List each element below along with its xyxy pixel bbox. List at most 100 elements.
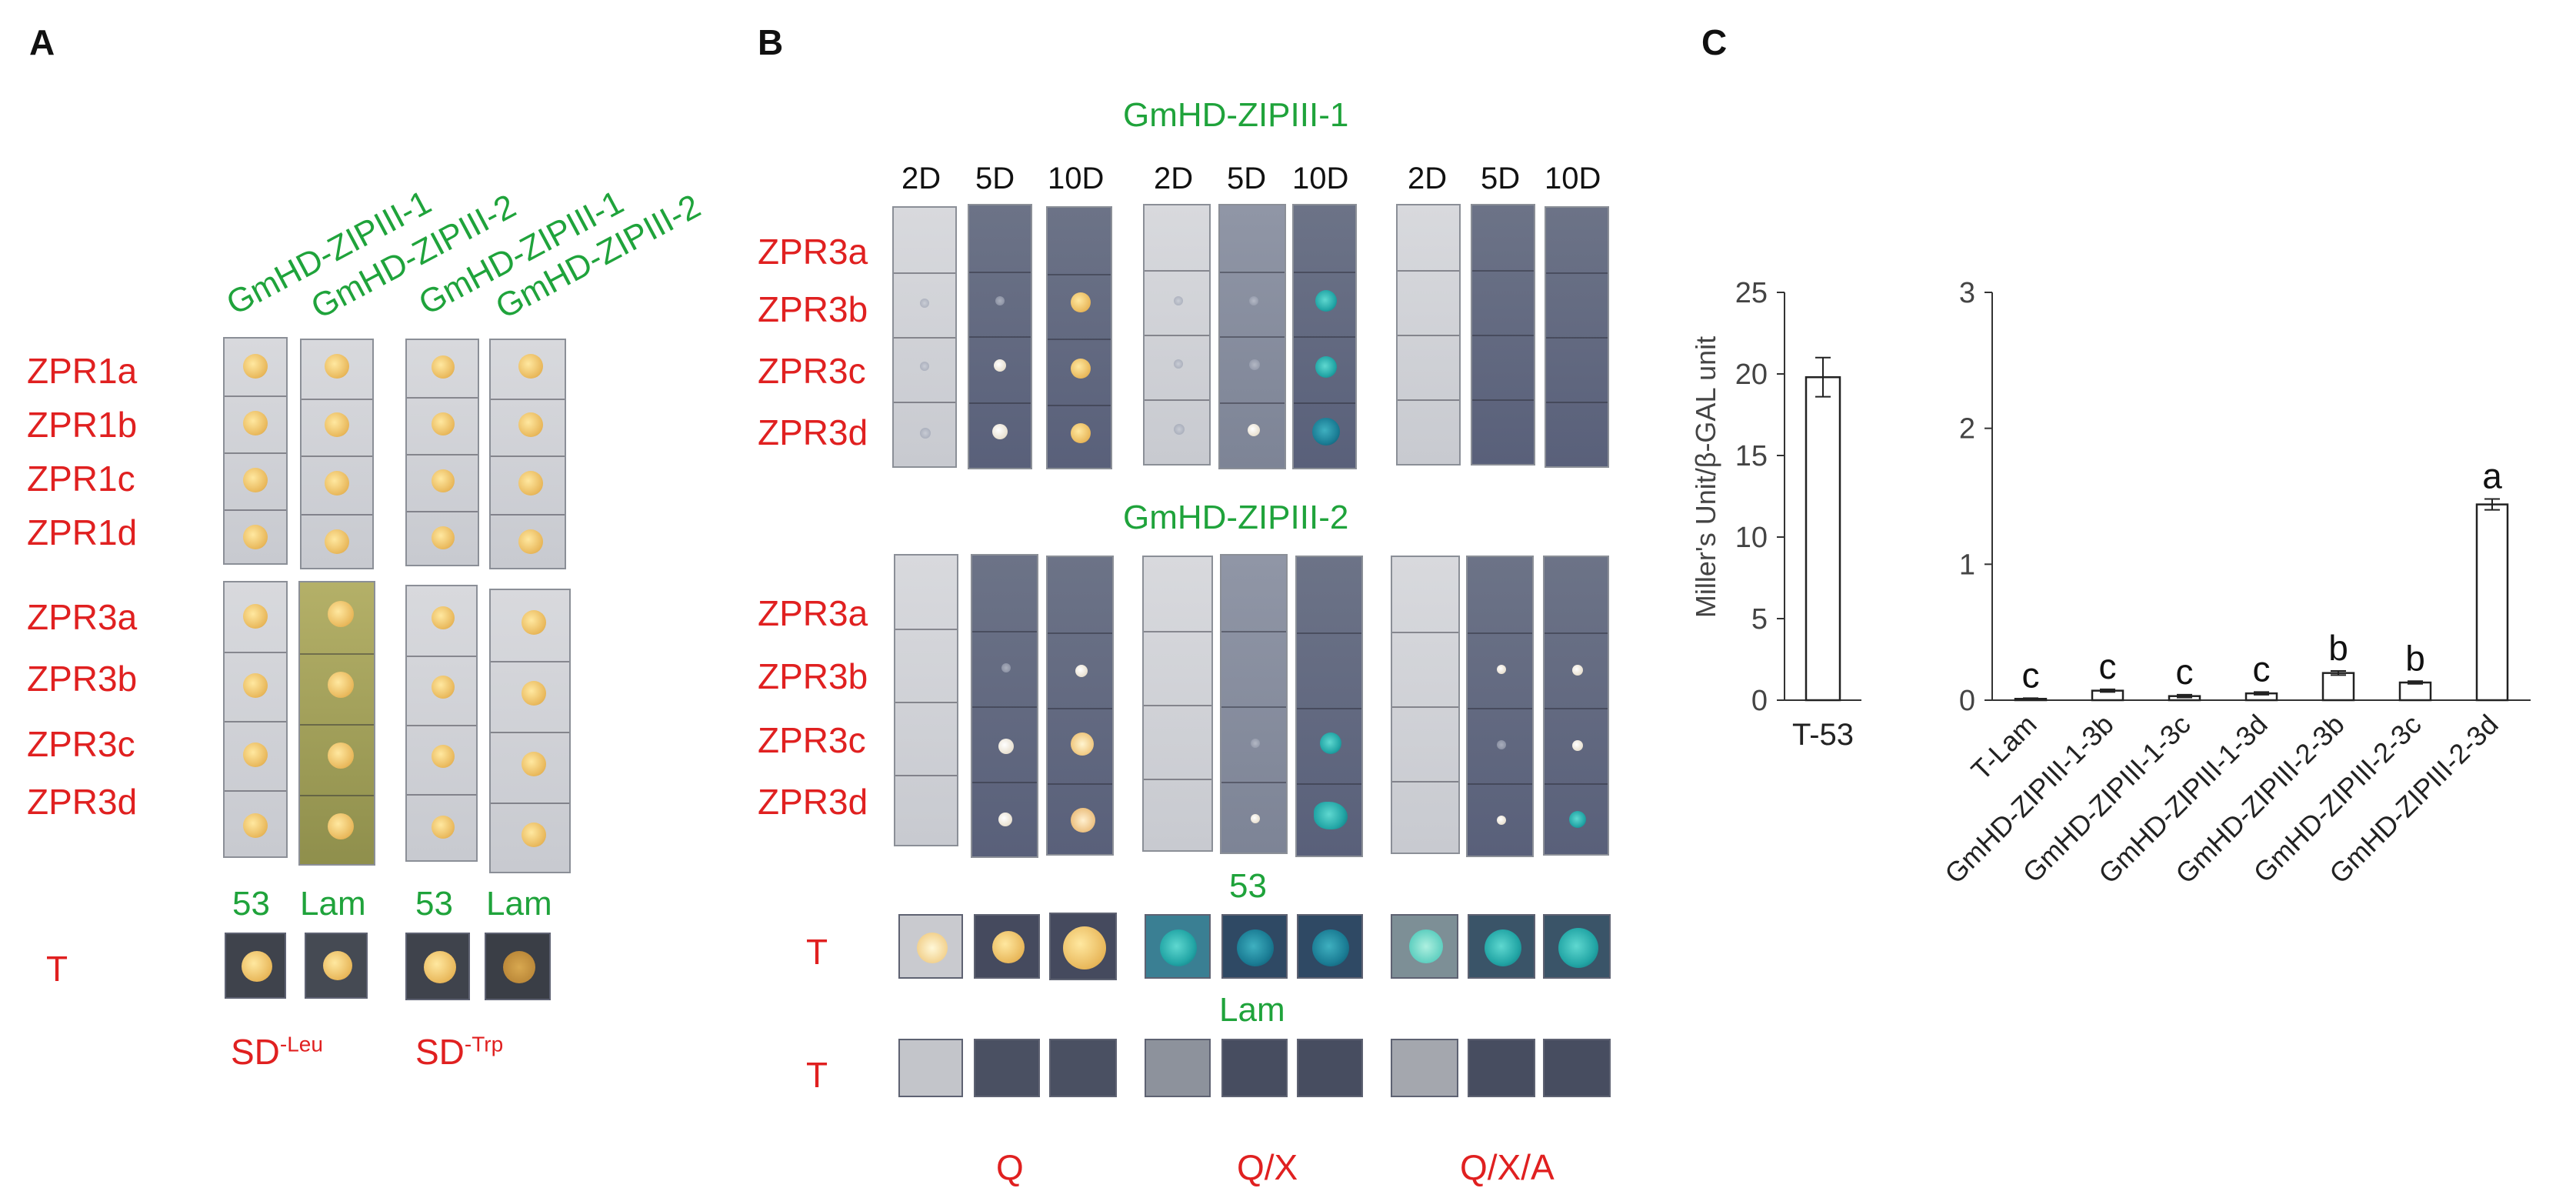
plate-strip xyxy=(405,585,478,862)
y-tick-label: 0 xyxy=(1959,685,1975,717)
control-square xyxy=(974,914,1040,979)
control-square xyxy=(1221,1039,1288,1097)
control-square xyxy=(1145,914,1211,979)
plate-strip xyxy=(1295,556,1363,857)
day-label: 2D xyxy=(1154,162,1194,195)
plate-strip xyxy=(1218,204,1286,469)
chart-t53: 0 5 10 15 20 25 T-53 xyxy=(1735,277,1861,752)
control-square xyxy=(898,1039,963,1097)
plate-strip xyxy=(1466,556,1534,857)
medium-sd-trp: SD-Trp xyxy=(415,1032,504,1072)
control-square xyxy=(1468,1039,1535,1097)
plate-strip xyxy=(1046,206,1112,469)
b-control-lam: Lam xyxy=(1219,991,1285,1029)
b-row-zpr3a: ZPR3a xyxy=(758,593,868,633)
y-tick-label: 10 xyxy=(1735,522,1768,554)
control-label-lam: Lam xyxy=(300,885,366,923)
row-label-zpr3d: ZPR3d xyxy=(27,782,138,822)
day-label: 5D xyxy=(975,162,1015,195)
day-label: 10D xyxy=(1292,162,1349,195)
plate-strip xyxy=(1396,204,1461,466)
control-square xyxy=(1049,913,1117,980)
b-row-zpr3c: ZPR3c xyxy=(758,351,866,391)
control-label-lam: Lam xyxy=(486,885,552,923)
plate-strip xyxy=(1143,204,1211,466)
y-tick-label: 3 xyxy=(1959,277,1975,309)
control-square xyxy=(974,1039,1040,1097)
bar xyxy=(2321,672,2355,702)
control-square xyxy=(1468,914,1535,979)
b-row-zpr3d: ZPR3d xyxy=(758,782,868,822)
medium-sd-leu: SD-Leu xyxy=(231,1032,323,1072)
control-square xyxy=(898,914,963,979)
plate-strip xyxy=(1142,556,1213,852)
b-control-53: 53 xyxy=(1229,867,1267,905)
row-label-zpr3b: ZPR3b xyxy=(27,659,138,699)
day-label: 10D xyxy=(1048,162,1105,195)
plate-strip xyxy=(894,554,958,846)
plate-strip xyxy=(968,204,1032,469)
panel-b-title-2: GmHD-ZIPIII-2 xyxy=(1123,499,1349,536)
y-tick-label: 15 xyxy=(1735,440,1768,472)
plate-strip xyxy=(1545,206,1609,468)
panel-a-label: A xyxy=(29,22,55,62)
row-label-zpr1d: ZPR1d xyxy=(27,512,138,552)
control-square xyxy=(1543,914,1611,979)
medium-q-x-a: Q/X/A xyxy=(1460,1147,1555,1187)
plate-strip xyxy=(1471,204,1535,466)
plate-strip xyxy=(1220,554,1288,854)
control-square xyxy=(305,933,368,999)
y-tick-label: 1 xyxy=(1959,549,1975,581)
plate-strip xyxy=(298,581,375,866)
control-square xyxy=(1221,914,1288,979)
plate-strip xyxy=(971,554,1038,858)
row-label-zpr1b: ZPR1b xyxy=(27,405,138,445)
row-label-zpr1c: ZPR1c xyxy=(27,459,135,499)
day-label: 5D xyxy=(1227,162,1267,195)
control-square xyxy=(1145,1039,1211,1097)
control-square xyxy=(405,933,470,1000)
y-tick-label: 20 xyxy=(1735,359,1768,391)
plate-strip xyxy=(489,339,566,569)
panel-c-label: C xyxy=(1701,22,1728,62)
medium-q-x: Q/X xyxy=(1237,1147,1298,1187)
control-square xyxy=(1297,914,1363,979)
significance-letter: c xyxy=(2022,655,2040,695)
plate-strip xyxy=(1292,204,1357,469)
day-label: 10D xyxy=(1545,162,1601,195)
control-square xyxy=(1391,914,1458,979)
control-square xyxy=(1543,1039,1611,1097)
significance-letter: c xyxy=(2176,652,2194,692)
control-label-53: 53 xyxy=(232,885,270,923)
b-row-zpr3b: ZPR3b xyxy=(758,656,868,696)
bar xyxy=(2475,503,2509,702)
plate-strip xyxy=(223,581,288,858)
chart-zpr-interactions: 0123cT-LamcGmHD-ZIPIII-1-3bcGmHD-ZIPIII-… xyxy=(1938,277,2531,889)
panel-b-label: B xyxy=(758,22,784,62)
medium-q: Q xyxy=(996,1147,1024,1187)
plate-strip xyxy=(1543,556,1609,856)
y-tick-label: 25 xyxy=(1735,277,1768,309)
panel-c-chart: Miller's Unit/β-GAL unit 0510152025T-53 … xyxy=(1690,277,2531,889)
y-tick-label: 2 xyxy=(1959,413,1975,445)
b-t-label: T xyxy=(806,1055,828,1095)
control-square xyxy=(1391,1039,1458,1097)
b-row-zpr3c: ZPR3c xyxy=(758,720,866,760)
b-row-zpr3b: ZPR3b xyxy=(758,289,868,329)
plate-strip xyxy=(1046,556,1114,856)
y-axis-label: Miller's Unit/β-GAL unit xyxy=(1690,336,1721,618)
control-square xyxy=(1049,1039,1117,1097)
bar xyxy=(1805,375,1841,702)
b-row-zpr3a: ZPR3a xyxy=(758,232,868,272)
plate-strip xyxy=(223,337,288,565)
control-square xyxy=(485,933,551,1000)
b-t-label: T xyxy=(806,932,828,972)
significance-letter: b xyxy=(2405,638,2425,678)
y-tick-label: 5 xyxy=(1751,603,1768,636)
control-label-53: 53 xyxy=(415,885,453,923)
day-label: 5D xyxy=(1481,162,1521,195)
plate-strip xyxy=(300,339,374,569)
panel-b-title-1: GmHD-ZIPIII-1 xyxy=(1123,96,1349,134)
control-square xyxy=(1297,1039,1363,1097)
significance-letter: c xyxy=(2253,649,2271,689)
